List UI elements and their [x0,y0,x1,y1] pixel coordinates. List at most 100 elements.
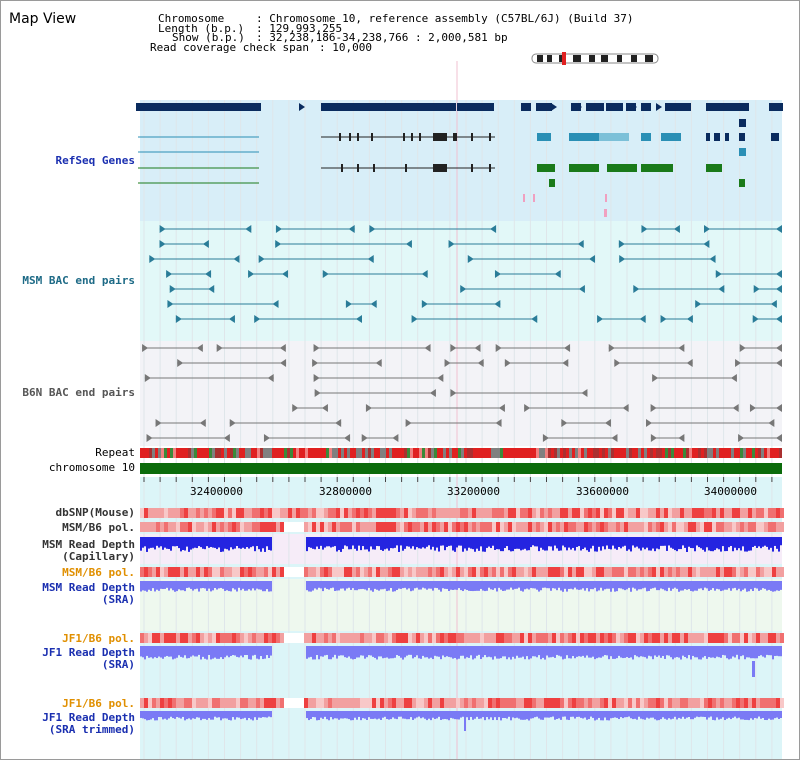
read-depth-bar [630,581,632,592]
repeat-segment [488,448,491,458]
heat-cell [288,567,292,577]
heat-cell [532,508,536,518]
msm-bac-pair-end [322,270,329,278]
repeat-segment [764,448,767,458]
read-depth-bar [730,711,732,720]
repeat-segment [422,448,425,458]
read-depth-bar [738,646,740,660]
read-depth-bar [700,711,702,717]
read-depth-bar [604,581,606,590]
heat-cell [500,567,504,577]
heat-cell [252,567,256,577]
repeat-segment [383,448,386,458]
read-depth-bar [758,537,760,547]
b6n-bac-pair-end [562,359,569,367]
track-label-b6n-bac[interactable]: B6N BAC end pairs [22,386,135,399]
heat-cell [732,633,736,643]
read-depth-bar [182,711,184,717]
read-depth-bar [198,581,200,592]
refseq-gene [521,103,531,111]
read-depth-bar [654,711,656,720]
heat-cell [624,633,628,643]
read-depth-bar [250,711,252,720]
read-depth-bar [446,711,448,720]
heat-cell [188,522,192,532]
read-depth-bar [686,711,688,718]
heat-cell [280,698,284,708]
heat-cell [536,522,540,532]
msm-bac-pair-end [467,255,474,263]
heat-cell [508,633,512,643]
heat-cell [140,698,144,708]
heat-cell [172,567,176,577]
read-depth-bar [360,646,362,656]
heat-cell [472,522,476,532]
read-depth-bar [220,537,222,552]
heat-cell [716,567,720,577]
heat-cell [668,567,672,577]
read-depth-bar [176,581,178,592]
heat-cell [504,633,508,643]
track-label-refseq-genes[interactable]: RefSeq Genes [55,154,135,167]
read-depth-bar [468,581,470,591]
heat-cell [696,508,700,518]
read-depth-bar [594,581,596,588]
msm-bac-pair-end [695,300,702,308]
heat-cell [648,522,652,532]
heat-cell [704,633,708,643]
heat-cell [716,508,720,518]
heat-cell [660,522,664,532]
heat-cell [600,508,604,518]
heat-cell [728,508,732,518]
heat-cell [456,633,460,643]
read-depth-bar [382,646,384,659]
repeat-segment [203,448,206,458]
read-depth-bar [636,537,638,547]
heat-cell [748,698,752,708]
repeat-segment [656,448,659,458]
read-depth-bar [216,537,218,550]
gene-exon [569,164,599,172]
repeat-segment [248,448,251,458]
msm-bac-pair-end [554,270,561,278]
read-depth-bar [216,646,218,659]
heat-cell [248,633,252,643]
read-depth-bar [338,646,340,656]
read-depth-bar [588,537,590,552]
heat-cell [440,567,444,577]
heat-cell [280,567,284,577]
read-depth-bar [742,646,744,656]
read-depth-bar [238,537,240,549]
read-depth-bar [192,581,194,591]
read-depth-bar [258,537,260,550]
read-depth-bar [384,581,386,589]
repeat-segment [437,448,440,458]
heat-cell [668,508,672,518]
read-depth-bar [754,537,756,546]
heat-cell [740,508,744,518]
heat-cell [192,698,196,708]
read-depth-bar [306,646,308,659]
repeat-segment [236,448,239,458]
repeat-segment [575,448,578,458]
read-depth-bar [264,581,266,592]
read-depth-bar [702,646,704,658]
track-label-msm-bac[interactable]: MSM BAC end pairs [22,274,135,287]
b6n-bac-pair-end [776,434,782,442]
heat-cell [324,508,328,518]
read-depth-bar [508,646,510,658]
read-depth-bar [618,646,620,656]
ideogram-band [537,55,543,62]
read-depth-bar [588,711,590,720]
heat-cell [296,698,300,708]
read-depth-bar [594,537,596,552]
b6n-bac-pair-end [564,344,571,352]
read-depth-bar [762,537,764,547]
read-depth-bar [524,646,526,660]
heat-cell [616,567,620,577]
read-depth-bar [640,537,642,551]
read-depth-bar [738,581,740,589]
track-label-jf1-depth-trim: JF1 Read Depth [42,711,135,724]
read-depth-bar [622,646,624,659]
